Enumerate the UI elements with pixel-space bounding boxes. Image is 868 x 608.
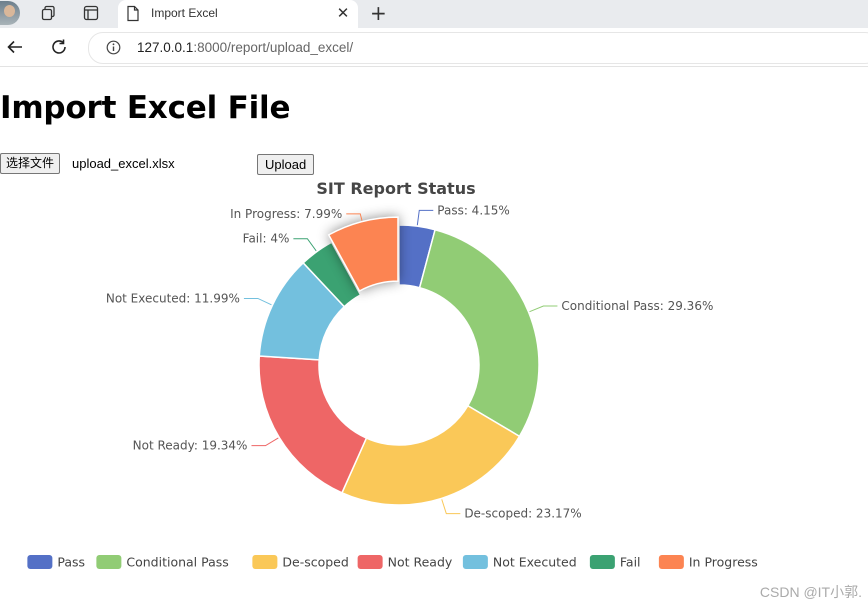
- slice-conditional-pass: [418, 228, 540, 438]
- close-tab-icon[interactable]: ✕: [336, 4, 350, 22]
- url-text: 127.0.0.1:8000/report/upload_excel/: [137, 40, 353, 55]
- site-info-icon[interactable]: [106, 40, 121, 59]
- url-host: 127.0.0.1: [137, 40, 194, 55]
- new-tab-button[interactable]: +: [370, 1, 387, 25]
- slice-label-not-executed: Not Executed: 11.99%: [106, 291, 240, 305]
- watermark: CSDN @IT小郭.: [759, 584, 862, 600]
- leader-line-conditional-pass: [529, 305, 558, 313]
- leader-line-pass: [416, 209, 434, 226]
- browser-tab-strip: Import Excel ✕ +: [0, 0, 868, 28]
- back-arrow-icon[interactable]: [5, 37, 25, 57]
- slice-de-scoped: [340, 404, 521, 506]
- browser-toolbar: 127.0.0.1:8000/report/upload_excel/: [0, 28, 868, 67]
- leader-line-not-executed: [243, 297, 272, 306]
- choose-file-button[interactable]: 选择文件: [0, 153, 61, 174]
- legend-swatch-fail: [589, 555, 615, 569]
- chart-title: SIT Report Status: [316, 179, 475, 198]
- legend-swatch-conditional-pass: [96, 555, 122, 569]
- slice-fail: [302, 241, 362, 308]
- slice-label-not-ready: Not Ready: 19.34%: [133, 439, 248, 453]
- slice-label-fail: Fail: 4%: [243, 232, 290, 246]
- legend-swatch-not-ready: [357, 555, 383, 569]
- upload-button[interactable]: Upload: [257, 154, 315, 175]
- page-title: Import Excel File: [0, 90, 291, 126]
- collections-icon[interactable]: [40, 4, 58, 22]
- legend-swatch-de-scoped: [252, 555, 278, 569]
- selected-file-name: upload_excel.xlsx: [72, 156, 175, 171]
- legend-label-not-ready: Not Ready: [388, 555, 453, 570]
- legend-label-not-executed: Not Executed: [493, 555, 577, 570]
- refresh-icon[interactable]: [49, 37, 69, 57]
- legend-swatch-pass: [27, 555, 53, 569]
- address-bar[interactable]: 127.0.0.1:8000/report/upload_excel/: [88, 32, 868, 64]
- legend-swatch-not-executed: [462, 555, 488, 569]
- legend-swatch-in-progress: [658, 555, 684, 569]
- slice-in-progress: [327, 216, 399, 293]
- tab-title: Import Excel: [151, 6, 218, 20]
- slice-label-in-progress: In Progress: 7.99%: [230, 207, 342, 221]
- slice-label-conditional-pass: Conditional Pass: 29.36%: [561, 299, 713, 313]
- tab-actions-icon[interactable]: [82, 4, 100, 22]
- slice-label-de-scoped: De-scoped: 23.17%: [464, 507, 581, 521]
- leader-line-not-ready: [251, 437, 279, 447]
- url-path: :8000/report/upload_excel/: [193, 40, 354, 55]
- legend-label-in-progress: In Progress: [689, 555, 758, 570]
- leader-line-de-scoped: [441, 499, 461, 515]
- profile-avatar[interactable]: [0, 1, 20, 25]
- tab-import-excel[interactable]: Import Excel ✕: [118, 0, 358, 28]
- slice-label-pass: Pass: 4.15%: [437, 203, 510, 217]
- legend-label-de-scoped: De-scoped: [282, 555, 348, 570]
- legend-label-pass: Pass: [57, 555, 85, 570]
- leader-line-fail: [293, 238, 317, 252]
- sit-report-donut-chart: SIT Report Status Pass: 4.15% Conditional …: [27, 179, 758, 570]
- slice-not-ready: [258, 355, 368, 494]
- legend-label-conditional-pass: Conditional Pass: [126, 555, 228, 570]
- leader-line-in-progress: [346, 213, 363, 221]
- page-icon: [126, 5, 140, 26]
- legend-label-fail: Fail: [620, 555, 641, 570]
